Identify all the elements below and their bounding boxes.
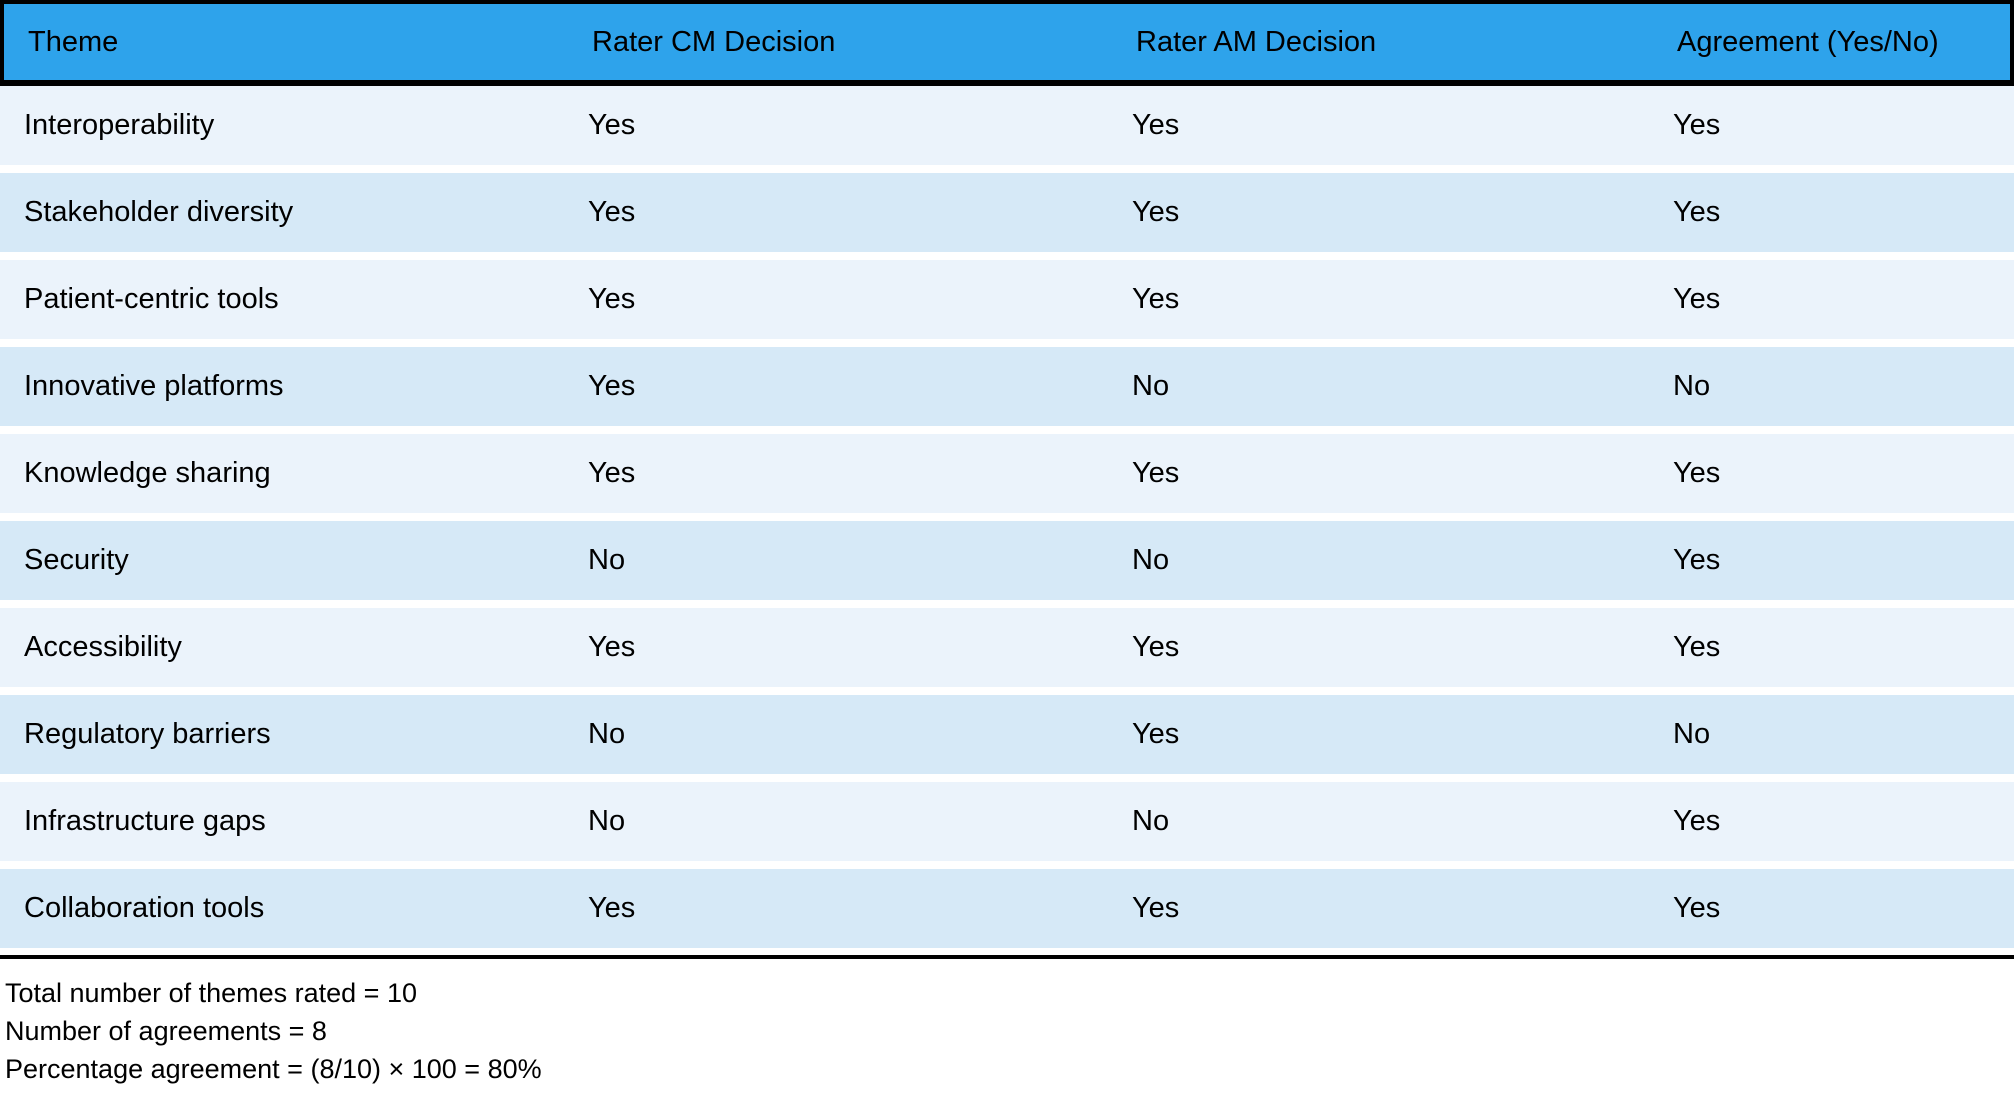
header-rater-am: Rater AM Decision (1136, 25, 1377, 58)
cell-theme: Regulatory barriers (24, 718, 271, 750)
cell-rater-am-decision: No (1132, 370, 1170, 402)
note-percentage: Percentage agreement = (8/10) × 100 = 80… (5, 1054, 542, 1084)
cell-agreement: Yes (1673, 805, 1721, 837)
table-row: Stakeholder diversity Yes Yes Yes (0, 173, 2014, 252)
cell-rater-am-decision: Yes (1132, 196, 1180, 228)
table-row: Accessibility Yes Yes Yes (0, 608, 2014, 687)
table-row: Knowledge sharing Yes Yes Yes (0, 434, 2014, 513)
table-notes: Total number of themes rated = 10 Number… (0, 974, 2014, 1088)
table-header-row: Theme Rater CM Decision Rater AM Decisio… (0, 0, 2014, 86)
cell-rater-cm-decision: Yes (588, 892, 636, 924)
cell-agreement: Yes (1673, 109, 1721, 141)
cell-rater-am-decision: Yes (1132, 718, 1180, 750)
table-row: Interoperability Yes Yes Yes (0, 86, 2014, 165)
cell-rater-cm-decision: No (588, 718, 626, 750)
table-row: Infrastructure gaps No No Yes (0, 782, 2014, 861)
table-row: Patient-centric tools Yes Yes Yes (0, 260, 2014, 339)
cell-rater-am-decision: No (1132, 805, 1170, 837)
header-rater-cm: Rater CM Decision (592, 25, 836, 58)
cell-theme: Stakeholder diversity (24, 196, 294, 228)
note-agreements: Number of agreements = 8 (5, 1016, 327, 1046)
table-row: Regulatory barriers No Yes No (0, 695, 2014, 774)
cell-rater-am-decision: Yes (1132, 892, 1180, 924)
cell-rater-am-decision: Yes (1132, 631, 1180, 663)
cell-theme: Interoperability (24, 109, 215, 141)
cell-rater-cm-decision: Yes (588, 196, 636, 228)
cell-agreement: No (1673, 718, 1711, 750)
note-total-themes: Total number of themes rated = 10 (5, 978, 417, 1008)
table-row: Innovative platforms Yes No No (0, 347, 2014, 426)
cell-rater-cm-decision: Yes (588, 283, 636, 315)
table-bottom-rule (0, 955, 2014, 959)
table-body: Interoperability Yes Yes Yes Stakeholder… (0, 86, 2014, 948)
cell-rater-am-decision: Yes (1132, 109, 1180, 141)
cell-agreement: Yes (1673, 892, 1721, 924)
cell-theme: Security (24, 544, 129, 576)
cell-agreement: Yes (1673, 196, 1721, 228)
cell-agreement: Yes (1673, 631, 1721, 663)
cell-rater-cm-decision: No (588, 544, 626, 576)
cell-agreement: No (1673, 370, 1711, 402)
table-row: Security No No Yes (0, 521, 2014, 600)
cell-theme: Knowledge sharing (24, 457, 271, 489)
cell-rater-cm-decision: Yes (588, 457, 636, 489)
cell-agreement: Yes (1673, 283, 1721, 315)
cell-theme: Accessibility (24, 631, 182, 663)
cell-agreement: Yes (1673, 457, 1721, 489)
header-theme: Theme (28, 25, 119, 58)
cell-theme: Patient-centric tools (24, 283, 279, 315)
header-agreement: Agreement (Yes/No) (1677, 25, 1939, 58)
cell-theme: Infrastructure gaps (24, 805, 266, 837)
cell-rater-am-decision: No (1132, 544, 1170, 576)
cell-rater-cm-decision: Yes (588, 370, 636, 402)
cell-rater-cm-decision: No (588, 805, 626, 837)
cell-theme: Innovative platforms (24, 370, 284, 402)
cell-rater-cm-decision: Yes (588, 631, 636, 663)
cell-rater-am-decision: Yes (1132, 457, 1180, 489)
table-row: Collaboration tools Yes Yes Yes (0, 869, 2014, 948)
cell-agreement: Yes (1673, 544, 1721, 576)
cell-rater-cm-decision: Yes (588, 109, 636, 141)
cell-theme: Collaboration tools (24, 892, 265, 924)
cell-rater-am-decision: Yes (1132, 283, 1180, 315)
